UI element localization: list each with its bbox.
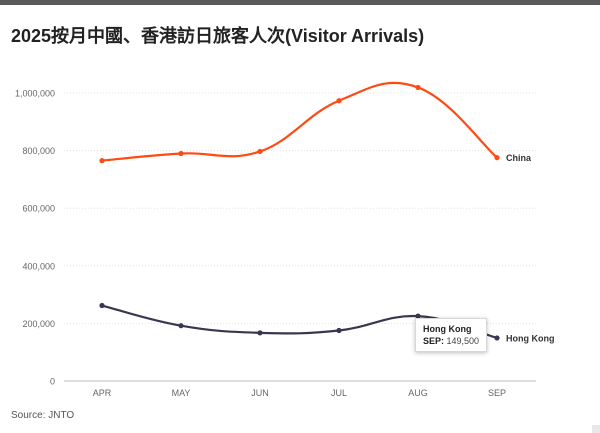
tooltip-separator: : [441,335,445,346]
x-axis-tick-labels: APR MAY JUN JUL AUG SEP [93,388,506,398]
chart-title: 2025按月中國、香港訪日旅客人次(Visitor Arrivals) [11,26,425,46]
source-note: Source: JNTO [11,410,75,421]
data-point-china[interactable] [99,158,105,164]
data-point-hong-kong[interactable] [99,302,105,309]
series-end-labels: China Hong Kong [506,153,555,343]
x-tick-label: JUL [331,388,347,398]
y-tick-label: 600,000 [22,204,55,214]
y-tick-label: 800,000 [22,146,55,156]
gridlines [64,92,536,382]
data-point-china[interactable] [415,84,421,91]
top-rule [0,0,600,5]
tooltip-category: SEP [423,335,442,346]
y-tick-label: 200,000 [22,319,55,329]
tooltip-value: 149,500 [446,335,480,346]
data-point-china[interactable] [494,155,500,161]
x-tick-label: AUG [408,388,428,398]
series-line-hong-kong [100,304,499,340]
y-tick-label: 1,000,000 [15,89,55,99]
data-point-hong-kong[interactable] [257,330,263,336]
data-point-china[interactable] [178,150,184,157]
y-tick-label: 400,000 [22,261,55,271]
data-point-hong-kong[interactable] [178,323,184,329]
y-axis-tick-labels: 0 200,000 400,000 600,000 800,000 1,000,000 [15,89,55,387]
corner-mark [592,425,600,433]
data-point-hong-kong[interactable] [336,327,342,334]
data-point-china[interactable] [336,98,342,104]
x-tick-label: MAY [172,388,191,398]
x-tick-label: SEP [488,388,506,398]
series-line-china [100,81,499,162]
data-point-china[interactable] [257,148,263,155]
y-tick-label: 0 [50,377,55,387]
data-point-hong-kong[interactable] [494,335,500,341]
data-point-hong-kong[interactable] [415,313,421,319]
hover-tooltip: Hong Kong SEP: 149,500 [415,317,488,352]
tooltip-series-name: Hong Kong [423,323,472,334]
series-points [99,84,500,341]
series-lines [100,81,499,340]
x-tick-label: JUN [251,388,269,398]
series-end-label-hong-kong: Hong Kong [506,333,555,343]
x-tick-label: APR [93,388,112,398]
series-end-label-china: China [506,153,532,163]
